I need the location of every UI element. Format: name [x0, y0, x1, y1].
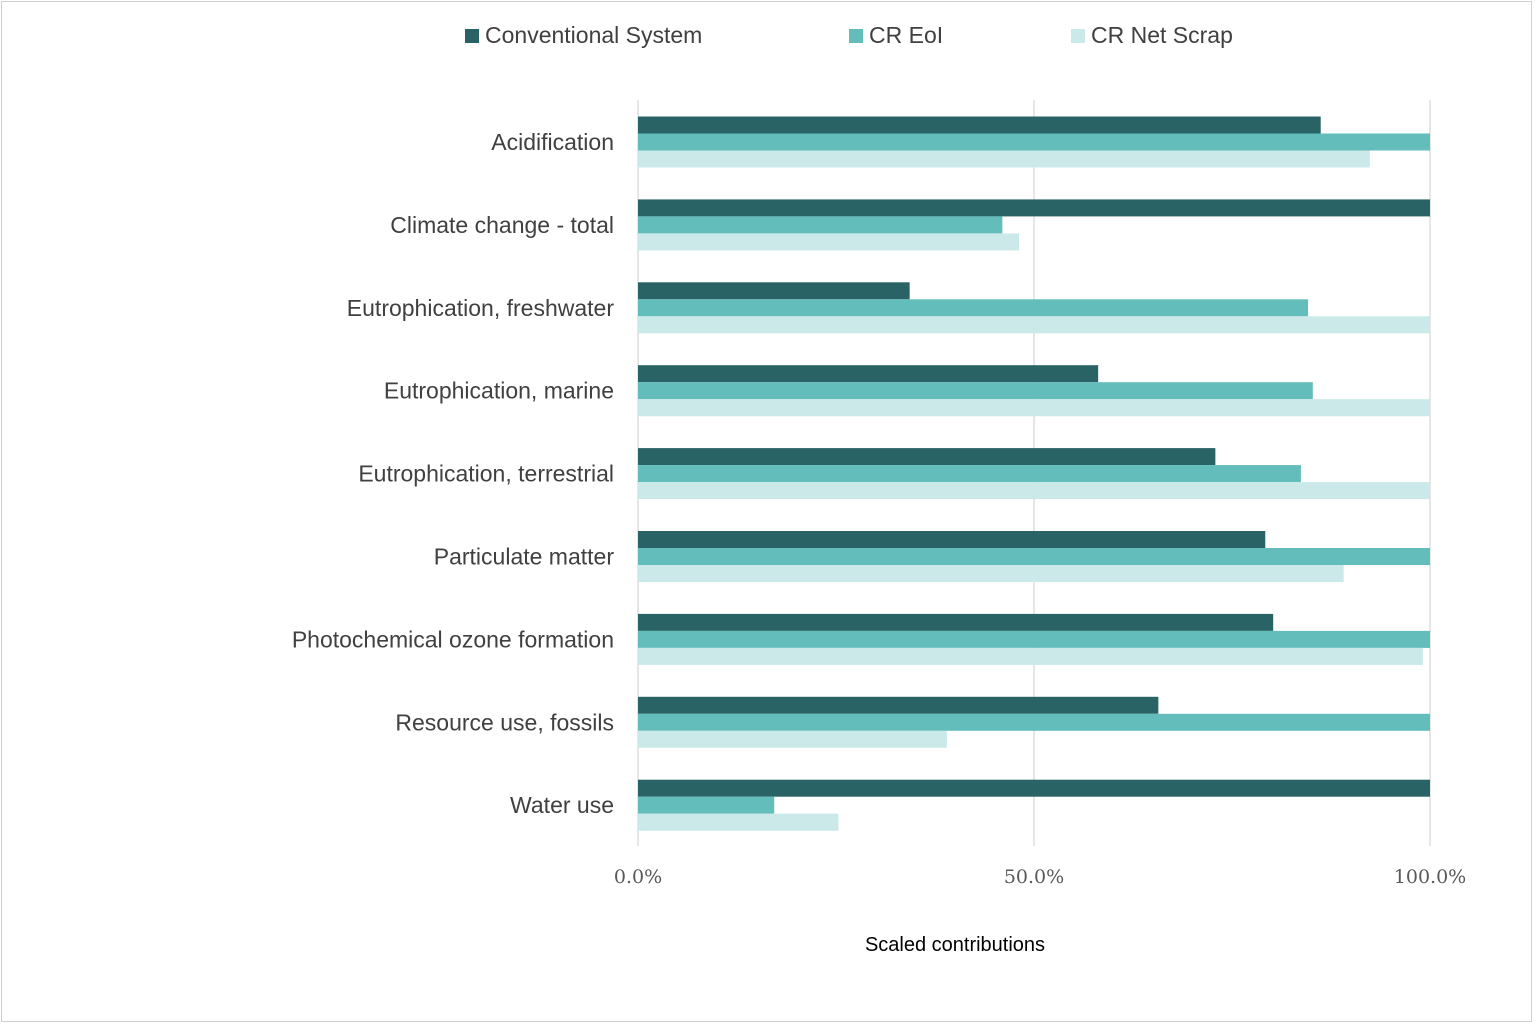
x-axis-title: Scaled contributions: [865, 934, 1045, 956]
category-label-7: Photochemical ozone formation: [292, 626, 614, 652]
bar-1-3: [638, 282, 910, 300]
bar-3-8: [638, 730, 947, 748]
bar-1-8: [638, 696, 1159, 714]
category-label-5: Eutrophication, terrestrial: [358, 461, 614, 487]
bar-2-4: [638, 382, 1313, 400]
bar-2-9: [638, 796, 775, 814]
bar-1-4: [638, 365, 1099, 383]
bar-2-2: [638, 216, 1003, 234]
x-tick-labels: 0.0% 50.0% 100.0%: [614, 866, 1466, 888]
bar-3-4: [638, 399, 1430, 417]
bar-2-5: [638, 465, 1301, 483]
legend-item-1: Conventional System: [465, 22, 702, 48]
x-tick-label-1: 50.0%: [1004, 866, 1064, 888]
category-label-2: Climate change - total: [390, 212, 614, 238]
legend-label-2: CR EoI: [869, 22, 943, 48]
bar-3-3: [638, 316, 1430, 334]
bar-2-3: [638, 299, 1309, 317]
bar-3-7: [638, 647, 1423, 665]
bar-1-9: [638, 779, 1430, 797]
category-label-1: Acidification: [491, 129, 614, 155]
category-label-4: Eutrophication, marine: [384, 378, 614, 404]
bar-3-1: [638, 150, 1370, 168]
bar-3-2: [638, 233, 1019, 251]
legend-label-3: CR Net Scrap: [1091, 22, 1233, 48]
legend-swatch-3: [1071, 29, 1085, 43]
bar-1-5: [638, 448, 1216, 466]
legend: Conventional System CR EoI CR Net Scrap: [465, 22, 1233, 48]
bar-1-1: [638, 116, 1321, 134]
category-label-6: Particulate matter: [434, 544, 615, 570]
category-label-3: Eutrophication, freshwater: [347, 295, 615, 321]
bar-3-6: [638, 565, 1344, 582]
x-tick-label-0: 0.0%: [614, 866, 662, 888]
legend-label-1: Conventional System: [485, 22, 702, 48]
legend-swatch-1: [465, 29, 479, 43]
category-label-9: Water use: [510, 792, 614, 818]
bar-2-6: [638, 548, 1430, 565]
category-label-8: Resource use, fossils: [395, 709, 614, 735]
bar-3-5: [638, 482, 1430, 500]
legend-item-2: CR EoI: [849, 22, 943, 48]
bar-1-2: [638, 199, 1430, 217]
bar-2-8: [638, 713, 1430, 731]
bar-2-1: [638, 133, 1430, 151]
category-labels: Acidification Climate change - total Eutro…: [292, 129, 615, 818]
x-tick-label-2: 100.0%: [1394, 866, 1466, 888]
bar-2-7: [638, 630, 1430, 648]
bar-1-7: [638, 613, 1274, 631]
legend-swatch-2: [849, 29, 863, 43]
bars: [638, 116, 1430, 831]
bar-3-9: [638, 813, 839, 831]
legend-item-3: CR Net Scrap: [1071, 22, 1233, 48]
bar-1-6: [638, 531, 1266, 548]
